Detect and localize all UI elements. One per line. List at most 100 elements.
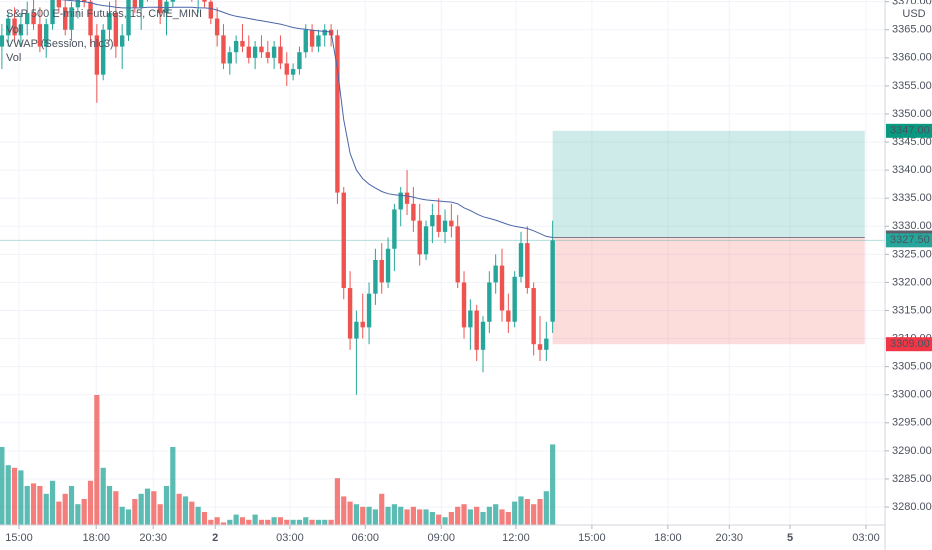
- y-tick-label: 3360.00: [892, 52, 932, 64]
- candle-body: [37, 24, 43, 47]
- x-tick-label: 06:00: [352, 532, 380, 544]
- x-tick-label: 5: [787, 532, 793, 544]
- candle-body: [366, 293, 372, 328]
- volume-bar: [347, 501, 353, 525]
- y-tick-label: 3370.00: [892, 0, 932, 8]
- volume-bar: [391, 504, 397, 525]
- candle-body: [81, 0, 87, 2]
- volume-bar: [296, 519, 303, 525]
- x-tick-label: 15:00: [5, 532, 33, 544]
- candle-body: [50, 0, 55, 25]
- volume-bar: [75, 504, 81, 525]
- candle-body: [385, 248, 391, 283]
- volume-bar: [258, 519, 265, 525]
- x-tick-label: 03:00: [852, 532, 880, 544]
- indicator-label: Vol: [6, 52, 21, 64]
- candle-body: [75, 0, 81, 8]
- volume-bar: [543, 491, 549, 525]
- currency-box: [899, 4, 929, 20]
- volume-bar: [157, 504, 163, 525]
- candle-body: [316, 35, 321, 47]
- candle-body: [240, 40, 245, 47]
- candle-body: [113, 12, 119, 47]
- candle-body: [208, 1, 214, 19]
- candle-body: [354, 321, 359, 339]
- candle-body: [6, 18, 11, 36]
- volume-bar: [151, 491, 157, 525]
- candle-body: [468, 310, 473, 328]
- volume-bar: [474, 506, 480, 525]
- volume-bar: [100, 467, 106, 525]
- candle-body: [157, 0, 163, 13]
- y-tick-label: 3350.00: [892, 108, 932, 120]
- volume-bar: [227, 519, 233, 525]
- volume-bar: [512, 501, 518, 525]
- candle-body: [0, 35, 5, 47]
- volume-bar: [125, 509, 132, 525]
- volume-bar: [81, 499, 87, 525]
- y-tick-label: 3355.00: [892, 80, 932, 92]
- volume-bar: [239, 517, 246, 525]
- candle-body: [259, 46, 264, 53]
- candle-body: [69, 7, 74, 30]
- candle-body: [550, 240, 555, 322]
- candle-body: [214, 18, 220, 36]
- volume-bar: [379, 493, 385, 525]
- candle-body: [404, 192, 410, 204]
- volume-bar: [461, 504, 467, 525]
- volume-bar: [132, 499, 138, 525]
- candle-body: [347, 288, 353, 339]
- volume-bar: [328, 519, 334, 525]
- volume-bar: [182, 496, 189, 525]
- x-tick-label: 09:00: [427, 532, 455, 544]
- volume-bar: [18, 470, 24, 525]
- candle-body: [94, 35, 100, 75]
- y-tick-label: 3340.00: [892, 164, 932, 176]
- volume-bar: [290, 519, 296, 525]
- volume-bar: [334, 478, 341, 525]
- candle-body: [132, 0, 138, 8]
- candle-body: [442, 220, 448, 232]
- candle-body: [335, 35, 340, 193]
- candle-body: [493, 265, 498, 283]
- candle-body: [309, 29, 315, 47]
- candle-body: [487, 282, 492, 322]
- volume-bar: [442, 517, 448, 525]
- vwap-line: [59, 0, 553, 238]
- candle-body: [107, 12, 112, 30]
- target-label: 3347.00: [890, 125, 930, 137]
- candle-body: [537, 344, 543, 350]
- volume-bar: [353, 504, 360, 525]
- volume-bar: [195, 506, 201, 525]
- volume-bar: [455, 506, 461, 525]
- volume-bar: [24, 486, 30, 525]
- volume-bar: [410, 506, 416, 525]
- candle-body: [12, 18, 17, 36]
- candle-body: [18, 24, 24, 36]
- volume-bar: [448, 512, 454, 525]
- stop-zone: [552, 237, 865, 345]
- volume-bar: [233, 514, 239, 525]
- candle-body: [449, 220, 454, 227]
- candle-body: [392, 209, 397, 249]
- volume-bar: [138, 493, 144, 525]
- y-tick-label: 3295.00: [892, 417, 932, 429]
- candle-body: [164, 1, 169, 13]
- volume-bar: [37, 486, 43, 525]
- volume-bar: [68, 486, 75, 525]
- volume-bar: [49, 480, 56, 525]
- candle-body: [227, 52, 232, 64]
- y-tick-label: 3330.00: [892, 220, 932, 232]
- candle-body: [202, 0, 207, 2]
- volume-bar: [531, 504, 537, 525]
- volume-bar: [366, 506, 372, 525]
- candle-body: [373, 259, 378, 294]
- x-tick-label: 20:30: [139, 532, 167, 544]
- candle-body: [138, 0, 144, 8]
- volume-bar: [106, 486, 113, 525]
- volume-bar: [423, 509, 429, 525]
- volume-bar: [30, 483, 37, 525]
- currency-label: USD: [902, 8, 925, 20]
- candle-body: [170, 0, 176, 2]
